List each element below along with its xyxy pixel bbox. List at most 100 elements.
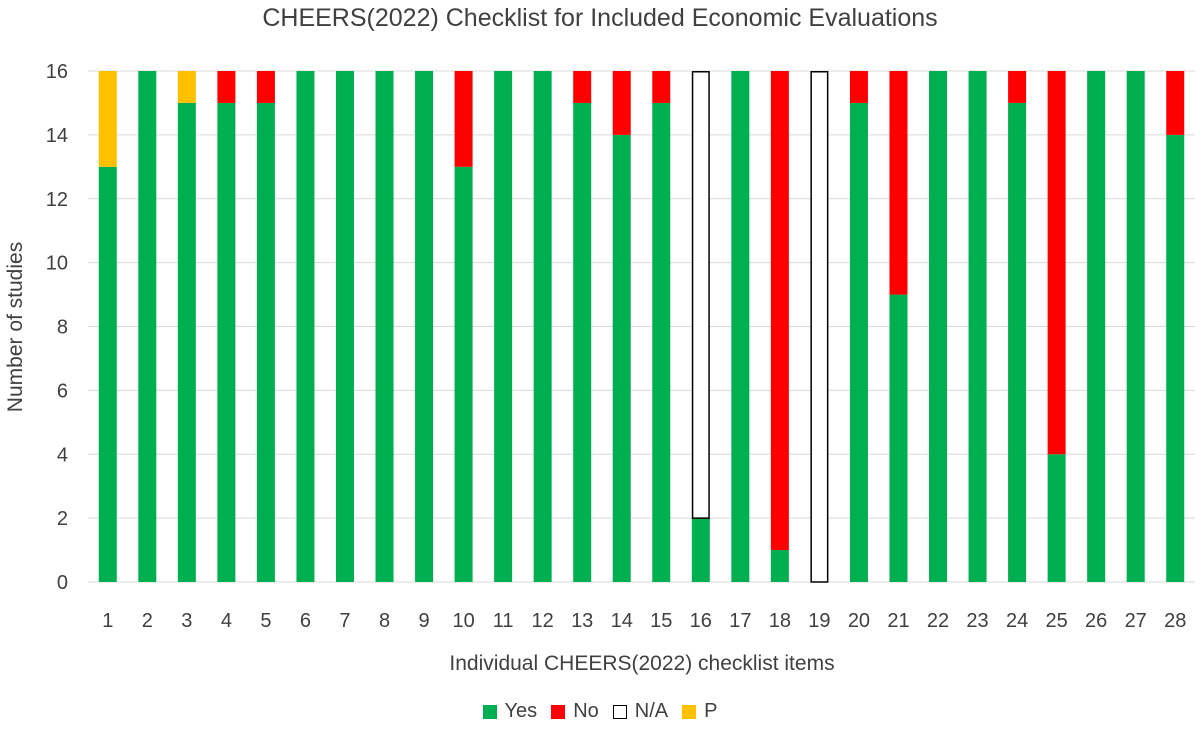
bar-yes-item-27 [1126,71,1145,582]
x-tick-label: 11 [493,610,514,632]
y-tick-label: 10 [46,253,68,275]
bar-yes-item-7 [335,71,354,582]
bar-yes-item-13 [573,102,592,582]
x-tick-label: 10 [452,610,474,632]
bar-no-item-13 [573,71,592,103]
y-axis-ticks: 0 2 4 6 8 10 12 14 16 [46,61,68,594]
gridlines [88,70,1195,583]
x-tick-label: 2 [142,610,153,632]
legend-swatch [682,704,697,719]
x-tick-label: 1 [102,610,113,632]
legend-label: P [704,700,718,722]
y-tick-label: 2 [57,508,68,530]
x-tick-label: 22 [927,610,949,632]
legend-item-yes: Yes [482,700,538,723]
bar-p-item-3 [177,71,196,103]
bar-yes-item-15 [652,102,671,582]
bar-na-item-16 [691,71,710,519]
x-tick-label: 28 [1164,610,1186,632]
x-tick-label: 9 [418,610,429,632]
bar-no-item-4 [217,71,236,103]
x-tick-label: 17 [729,610,751,632]
legend-swatch [551,704,566,719]
bar-no-item-28 [1166,71,1185,135]
x-axis-title: Individual CHEERS(2022) checklist items [449,652,834,675]
bar-yes-item-6 [296,71,315,582]
bar-yes-item-18 [770,550,789,582]
x-tick-label: 20 [848,610,870,632]
legend-label: Yes [504,700,538,722]
bar-yes-item-10 [454,166,473,582]
bar-yes-item-28 [1166,134,1185,582]
legend-item-no: No [551,700,599,723]
x-tick-label: 23 [966,610,988,632]
bar-yes-item-5 [256,102,275,582]
x-tick-label: 8 [379,610,390,632]
y-tick-label: 14 [46,125,68,147]
bar-yes-item-23 [968,71,987,582]
bar-yes-item-4 [217,102,236,582]
legend-swatch [612,704,627,719]
bar-yes-item-25 [1047,454,1066,582]
bar-no-item-15 [652,71,671,103]
x-tick-label: 27 [1125,610,1147,632]
y-tick-label: 8 [57,317,68,339]
x-tick-label: 6 [300,610,311,632]
bars [98,71,1185,583]
x-axis-ticks: 1 2 3 4 5 6 7 8 9 10 11 12 13 14 15 16 17 18 19 20 21 22 23 24 2… [102,610,1186,632]
x-tick-label: 14 [611,610,633,632]
y-tick-label: 6 [57,380,68,402]
x-tick-label: 18 [769,610,791,632]
legend-swatch [482,704,497,719]
bar-yes-item-14 [612,134,631,582]
legend-label: No [573,700,599,722]
x-tick-label: 26 [1085,610,1107,632]
bar-yes-item-17 [731,71,750,582]
bar-no-item-24 [1008,71,1027,103]
bar-yes-item-11 [494,71,513,582]
x-tick-label: 7 [339,610,350,632]
legend: Yes No N/A P [0,700,1200,723]
bar-yes-item-2 [138,71,157,582]
legend-item-p: P [682,700,717,723]
x-tick-label: 12 [532,610,554,632]
x-tick-label: 15 [650,610,672,632]
bar-yes-item-12 [533,71,552,582]
x-tick-label: 19 [808,610,830,632]
y-tick-label: 4 [57,444,68,466]
bar-yes-item-24 [1008,102,1027,582]
bar-yes-item-16 [691,518,710,582]
bar-yes-item-20 [849,102,868,582]
bar-no-item-14 [612,71,631,135]
legend-label: N/A [634,700,669,722]
y-tick-label: 16 [46,61,68,83]
bar-yes-item-9 [415,71,434,582]
bar-no-item-10 [454,71,473,167]
bar-no-item-25 [1047,71,1066,455]
bar-na-item-19 [810,71,829,583]
x-tick-label: 21 [887,610,909,632]
bar-yes-item-3 [177,102,196,582]
x-tick-label: 25 [1046,610,1068,632]
bar-no-item-20 [849,71,868,103]
bar-yes-item-22 [929,71,948,582]
bar-no-item-21 [889,71,908,295]
x-tick-label: 3 [181,610,192,632]
bar-yes-item-8 [375,71,394,582]
x-tick-label: 13 [571,610,593,632]
x-tick-label: 4 [221,610,232,632]
bar-no-item-5 [256,71,275,103]
bar-yes-item-26 [1087,71,1106,582]
x-tick-label: 5 [260,610,271,632]
chart-title: CHEERS(2022) Checklist for Included Econ… [262,4,938,32]
bar-yes-item-21 [889,294,908,582]
y-axis-title: Number of studies [4,242,27,412]
y-tick-label: 0 [57,572,68,594]
bar-p-item-1 [98,71,117,167]
x-tick-label: 24 [1006,610,1028,632]
y-tick-label: 12 [46,189,68,211]
legend-item-na: N/A [612,700,669,723]
bar-yes-item-1 [98,166,117,582]
bar-no-item-18 [770,71,789,551]
